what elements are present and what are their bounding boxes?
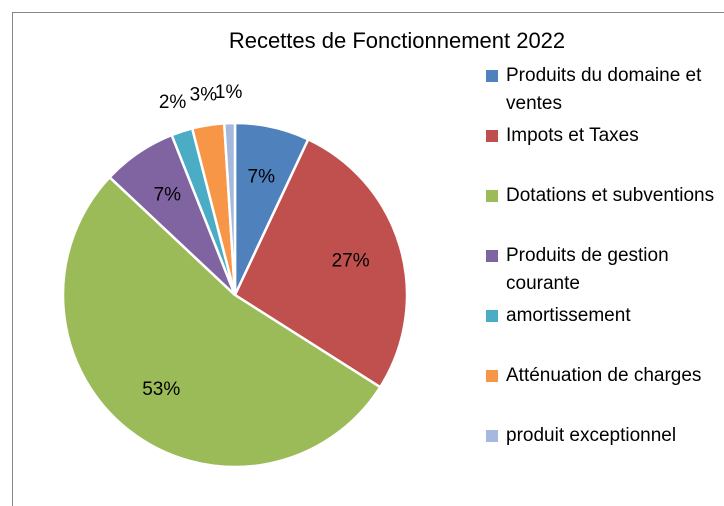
legend-item: Produits de gestion courante [486, 242, 722, 302]
legend-item: amortissement [486, 302, 722, 362]
legend-label: Impots et Taxes [506, 125, 639, 146]
data-label: 27% [332, 250, 370, 271]
data-label: 53% [142, 379, 180, 400]
data-label: 2% [159, 92, 187, 113]
legend-swatch [486, 190, 498, 202]
data-label: 1% [215, 82, 243, 103]
legend-item: Atténuation de charges [486, 362, 722, 422]
legend-label: amortissement [506, 305, 631, 326]
legend-swatch [486, 70, 498, 82]
legend-item: Produits du domaine et ventes [486, 62, 722, 122]
data-label: 7% [248, 167, 276, 188]
data-label: 7% [154, 184, 182, 205]
legend-swatch [486, 370, 498, 382]
chart-title: Recettes de Fonctionnement 2022 [229, 28, 565, 53]
legend-label: Produits du domaine et ventes [506, 65, 702, 114]
legend-item: produit exceptionnel [486, 422, 722, 482]
legend-item: Dotations et subventions [486, 182, 722, 242]
legend-label: Produits de gestion courante [506, 245, 669, 294]
pie-slice [61, 175, 382, 469]
legend-swatch [486, 130, 498, 142]
legend-swatch [486, 430, 498, 442]
legend-swatch [486, 250, 498, 262]
pie-slice [233, 137, 409, 389]
legend: Produits du domaine et ventes Impots et T… [486, 62, 722, 482]
pie-slice [222, 121, 237, 296]
legend-label: Dotations et subventions [506, 185, 715, 206]
legend-item: Impots et Taxes [486, 122, 722, 182]
legend-swatch [486, 310, 498, 322]
legend-label: Atténuation de charges [506, 365, 702, 386]
data-label: 3% [190, 85, 218, 106]
chart-border [12, 12, 724, 506]
legend-label: produit exceptionnel [506, 425, 677, 446]
